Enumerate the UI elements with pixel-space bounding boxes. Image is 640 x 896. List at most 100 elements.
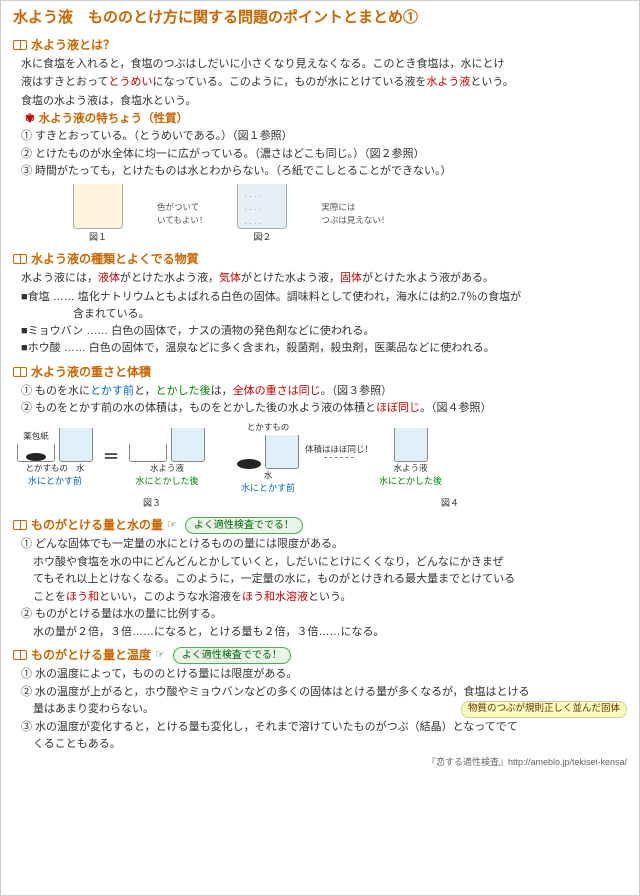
- label-water: 水: [76, 462, 85, 475]
- beaker-icon: [73, 184, 123, 229]
- book-icon: [13, 40, 27, 50]
- section-1-head: 水よう液とは？: [13, 36, 627, 54]
- section-4-head: ものがとける量と水の量 ☞ よく適性検査ででる！: [13, 516, 627, 534]
- text-red: 水よう液: [426, 76, 470, 88]
- frequent-badge: よく適性検査ででる！: [173, 647, 291, 664]
- figure-2: 図２: [237, 184, 287, 245]
- s2-m3: ■ホウ酸 …… 白色の固体で，温泉などに多く含まれ，殺菌剤，殺虫剤，医薬品などに…: [21, 340, 627, 357]
- text-red: ほぼ同じ: [376, 402, 420, 414]
- text: ② ものをとかす前の水の体積は，ものをとかした後の水よう液の体積と: [21, 402, 376, 414]
- s1-li3: ③ 時間がたっても，とけたものは水とわからない。（ろ紙でこしとることができない。…: [21, 163, 627, 180]
- s4-li2: ② ものがとける量は水の量に比例する。: [21, 606, 627, 623]
- fig4-note: 体積はほぼ同じ！: [305, 443, 373, 474]
- pointer-icon: ☞: [155, 647, 165, 664]
- fig4-after: 水よう液 水にとかした後: [379, 428, 442, 489]
- substance-icon: [237, 459, 261, 469]
- frequent-badge: よく適性検査ででる！: [185, 517, 303, 534]
- figure-row-1: 図１ 色がついて いてもよい！ 図２ 実際には つぶは見えない！: [73, 184, 627, 245]
- s4-li1c: てもそれ以上とけなくなる。このように，一定量の水に，ものがとけきれる最大量までと…: [33, 571, 627, 588]
- subhead-text: 水よう液の特ちょう（性質）: [39, 111, 189, 128]
- text-red: とうめい: [108, 76, 152, 88]
- text-red: 液体: [98, 272, 120, 284]
- text-red: 気体: [219, 272, 241, 284]
- text: 実際には: [321, 201, 389, 214]
- s2-p: 水よう液には，液体がとけた水よう液，気体がとけた水よう液，固体がとけた水よう液が…: [21, 270, 627, 287]
- text: という。: [470, 76, 513, 88]
- footer-credit: 『恋する適性検査』http://ameblo.jp/tekisei-kensa/: [13, 756, 627, 770]
- text: がとけた水よう液，: [241, 272, 340, 284]
- text: と，: [134, 385, 156, 397]
- text-red: 全体の重さは同じ: [233, 385, 321, 397]
- s5-li3a: ③ 水の温度が変化すると，とける量も変化し，それまで溶けていたものがつぶ（結晶）…: [21, 719, 627, 736]
- text: は，: [211, 385, 233, 397]
- book-icon: [13, 520, 27, 530]
- tray-icon: [17, 444, 55, 462]
- pointer-icon: ☞: [167, 517, 177, 534]
- s5-li2a: ② 水の温度が上がると，ホウ酸やミョウバンなどの多くの固体はとける量が多くなるが…: [21, 684, 627, 701]
- text-red: 固体: [340, 272, 362, 284]
- s1-li1: ① すきとおっている。（とうめいである。）（図１参照）: [21, 128, 627, 145]
- text: 液はすきとおって: [21, 76, 108, 88]
- fig3-after: 水よう液 水にとかした後: [129, 428, 205, 489]
- book-icon: [13, 254, 27, 264]
- text: 色がついて: [157, 201, 207, 214]
- text: になっている。このように，ものが水にとけている液を: [152, 76, 426, 88]
- label-paper: 薬包紙: [23, 430, 49, 443]
- section-2-head: 水よう液の種類とよくでる物質: [13, 250, 627, 268]
- beaker-icon: [265, 435, 299, 469]
- fig4-before: とかすもの 水 水にとかす前: [237, 421, 299, 496]
- page-title: 水よう液 もののとけ方に関する問題のポイントとまとめ①: [13, 7, 627, 30]
- beaker-icon: [171, 428, 205, 462]
- text-red: ほう和: [66, 591, 99, 603]
- fig1-label: 図１: [89, 231, 107, 245]
- section-5-title: ものがとける量と温度: [31, 646, 151, 664]
- text-blue: とかす前: [90, 385, 134, 397]
- text-red: ほう和水溶液: [242, 591, 308, 603]
- s1-subhead: ✾ 水よう液の特ちょう（性質）: [25, 111, 627, 128]
- text-green: とかした後: [156, 385, 211, 397]
- text: 。（図４参照）: [420, 402, 492, 414]
- s3-li2: ② ものをとかす前の水の体積は，ものをとかした後の水よう液の体積とほぼ同じ。（図…: [21, 400, 627, 417]
- s1-p2: 食塩の水よう液は，食塩水という。: [21, 93, 627, 110]
- section-3-head: 水よう液の重さと体積: [13, 363, 627, 381]
- text: という。: [308, 591, 351, 603]
- s5-li2b: 量はあまり変わらない。: [33, 701, 154, 718]
- section-4-title: ものがとける量と水の量: [31, 516, 163, 534]
- tray-icon: [129, 444, 167, 462]
- label-after-green: 水にとかした後: [379, 475, 442, 489]
- label-after-green: 水にとかした後: [136, 475, 199, 489]
- fig1-note: 色がついて いてもよい！: [157, 201, 207, 227]
- s5-li3b: くることもある。: [33, 736, 627, 753]
- label-before-blue: 水にとかす前: [28, 475, 82, 489]
- s5-li1: ① 水の温度によって，もののとける量には限度がある。: [21, 666, 627, 683]
- fig4-num: 図４: [441, 497, 459, 511]
- figure-3-4-row: 薬包紙 とかすもの 水 水にとかす前 ＝ 水よう液 水にとかした後 とかすもの …: [17, 421, 623, 496]
- book-icon: [13, 650, 27, 660]
- s2-m1b: 含まれている。: [73, 306, 627, 323]
- text: 。（図３参照）: [321, 385, 393, 397]
- s2-m1a: ■食塩 …… 塩化ナトリウムともよばれる白色の固体。調味料として使われ，海水には…: [21, 289, 627, 306]
- text: ① ものを水に: [21, 385, 90, 397]
- s4-li1: ① どんな固体でも一定量の水にとけるものの量には限度がある。: [21, 536, 627, 553]
- label-volume: 体積はほぼ同じ！: [305, 443, 373, 456]
- book-icon: [13, 367, 27, 377]
- section-1-title: 水よう液とは？: [31, 36, 115, 54]
- label-thing: とかすもの: [25, 462, 68, 475]
- substance-icon: [26, 453, 46, 461]
- s2-m2: ■ミョウバン …… 白色の固体で，ナスの漬物の発色剤などに使われる。: [21, 323, 627, 340]
- s4-li2b: 水の量が２倍，３倍……になると，とける量も２倍，３倍……になる。: [33, 624, 627, 641]
- paw-icon: ✾: [25, 111, 35, 128]
- text: がとけた水よう液がある。: [362, 272, 494, 284]
- label-solution: 水よう液: [394, 462, 428, 475]
- text: 水よう液には，: [21, 272, 98, 284]
- beaker-icon: [237, 184, 287, 229]
- label-before-blue: 水にとかす前: [241, 482, 295, 496]
- label-thing: とかすもの: [247, 421, 290, 434]
- text: がとけた水よう液，: [120, 272, 219, 284]
- s1-p1b: 液はすきとおってとうめいになっている。このように，ものが水にとけている液を水よう…: [21, 74, 627, 91]
- dashed-line-icon: [324, 457, 354, 458]
- text: といい，このような水溶液を: [99, 591, 242, 603]
- s1-li2: ② とけたものが水全体に均一に広がっている。（濃さはどこも同じ。）（図２参照）: [21, 146, 627, 163]
- fig3-num: 図３: [143, 497, 161, 511]
- s1-p1a: 水に食塩を入れると，食塩のつぶはしだいに小さくなり見えなくなる。このとき食塩は，…: [21, 56, 627, 73]
